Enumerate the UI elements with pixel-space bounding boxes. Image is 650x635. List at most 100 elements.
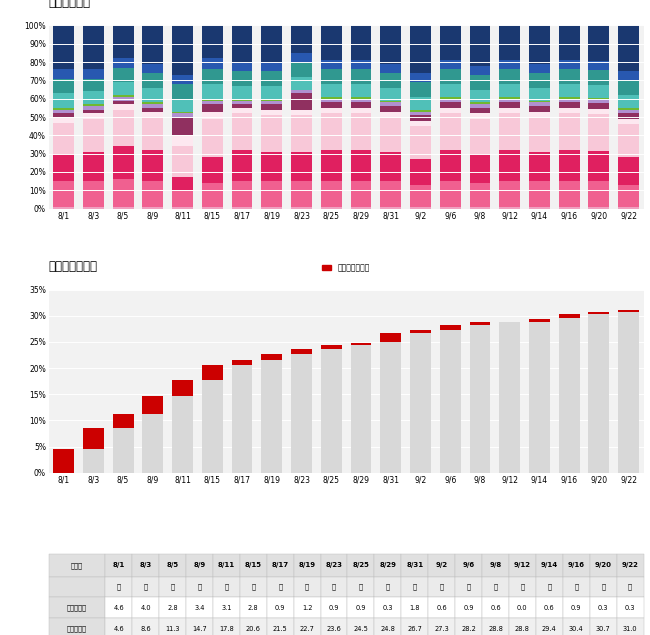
Bar — [618, 110, 639, 113]
Bar — [53, 449, 74, 473]
Bar — [529, 25, 550, 64]
Bar — [202, 84, 223, 98]
Bar — [112, 95, 133, 97]
Bar — [142, 102, 163, 104]
Bar — [410, 126, 431, 159]
Bar — [499, 98, 520, 102]
Bar — [142, 150, 163, 181]
Bar — [559, 69, 580, 84]
Bar — [499, 84, 520, 97]
Bar — [321, 345, 342, 349]
Bar — [142, 181, 163, 207]
Bar — [588, 60, 609, 70]
Bar — [350, 102, 371, 108]
Bar — [142, 112, 163, 117]
Bar — [142, 64, 163, 73]
Bar — [469, 322, 490, 473]
Bar — [588, 25, 609, 60]
Bar — [380, 207, 401, 209]
Bar — [112, 179, 133, 207]
Bar — [231, 86, 252, 98]
Bar — [142, 88, 163, 102]
Legend: 新規番組視聴耇: 新規番組視聴耇 — [319, 260, 373, 276]
Bar — [83, 207, 104, 209]
Bar — [350, 25, 371, 60]
Bar — [172, 380, 193, 473]
Bar — [53, 79, 74, 93]
Bar — [172, 98, 193, 112]
Bar — [83, 428, 104, 449]
Bar — [53, 181, 74, 207]
Bar — [112, 207, 133, 209]
Bar — [261, 152, 282, 181]
Bar — [469, 102, 490, 104]
Bar — [291, 207, 312, 209]
Bar — [618, 311, 639, 473]
Bar — [618, 157, 639, 185]
Bar — [53, 113, 74, 117]
Bar — [291, 25, 312, 53]
Bar — [380, 112, 401, 117]
Bar — [142, 108, 163, 112]
Bar — [321, 97, 342, 98]
Bar — [321, 60, 342, 69]
Bar — [202, 25, 223, 58]
Bar — [469, 65, 490, 75]
Bar — [588, 312, 609, 314]
Bar — [53, 449, 74, 473]
Bar — [172, 84, 193, 98]
Bar — [321, 25, 342, 60]
Bar — [291, 152, 312, 181]
Bar — [261, 62, 282, 71]
Bar — [172, 207, 193, 209]
Bar — [410, 207, 431, 209]
Bar — [618, 119, 639, 124]
Bar — [53, 25, 74, 69]
Bar — [231, 71, 252, 86]
Bar — [380, 73, 401, 88]
Bar — [83, 79, 104, 91]
Bar — [410, 185, 431, 207]
Bar — [469, 75, 490, 90]
Bar — [172, 135, 193, 146]
Bar — [231, 150, 252, 181]
Bar — [202, 104, 223, 112]
Bar — [410, 121, 431, 126]
Bar — [410, 25, 431, 73]
Bar — [410, 82, 431, 97]
Bar — [380, 64, 401, 73]
Bar — [469, 183, 490, 207]
Bar — [618, 124, 639, 157]
Bar — [350, 98, 371, 102]
Bar — [529, 181, 550, 207]
Bar — [291, 349, 312, 473]
Bar — [440, 325, 461, 473]
Bar — [440, 84, 461, 97]
Bar — [559, 314, 580, 473]
Bar — [202, 365, 223, 473]
Bar — [410, 115, 431, 121]
Bar — [499, 69, 520, 84]
Bar — [261, 25, 282, 62]
Bar — [469, 104, 490, 108]
Bar — [588, 207, 609, 209]
Bar — [202, 98, 223, 100]
Bar — [440, 69, 461, 84]
Bar — [618, 311, 639, 312]
Bar — [469, 25, 490, 65]
Bar — [559, 150, 580, 181]
Bar — [440, 60, 461, 69]
Bar — [172, 113, 193, 117]
Bar — [469, 113, 490, 119]
Bar — [83, 25, 104, 69]
Bar — [83, 91, 104, 104]
Bar — [291, 90, 312, 93]
Bar — [350, 108, 371, 113]
Bar — [83, 106, 104, 110]
Bar — [231, 181, 252, 207]
Bar — [142, 25, 163, 64]
Bar — [231, 360, 252, 365]
Bar — [529, 102, 550, 106]
Text: 視聴者構成比: 視聴者構成比 — [49, 0, 91, 9]
Bar — [618, 113, 639, 119]
